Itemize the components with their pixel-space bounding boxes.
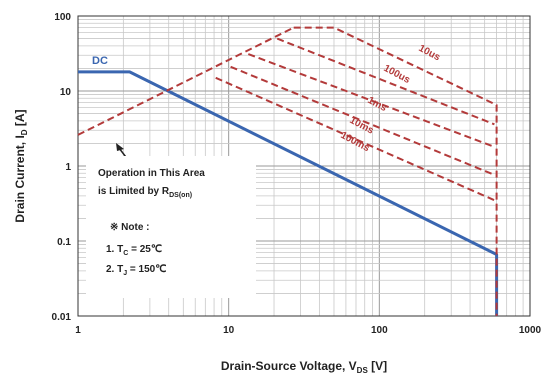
annotation-limit-line2-sub: DS(on) bbox=[169, 192, 192, 199]
x-axis-label-unit: [V] bbox=[368, 359, 387, 373]
y-axis-label-sub: D bbox=[20, 129, 29, 135]
series-line-r-ds-on-limit bbox=[77, 26, 295, 136]
y-axis-label: Drain Current, ID [A] bbox=[13, 109, 29, 222]
annotation-limit-line2-text: is Limited by R bbox=[98, 186, 170, 197]
plot-frame bbox=[77, 15, 531, 317]
note-2-sub: J bbox=[123, 270, 127, 277]
x-axis-label: Drain-Source Voltage, VDS [V] bbox=[221, 359, 387, 375]
x-axis-label-sub: DS bbox=[357, 366, 369, 375]
x-tick-label: 100 bbox=[371, 325, 388, 336]
y-tick-label: 0.01 bbox=[52, 312, 72, 323]
y-axis-label-unit: [A] bbox=[13, 109, 27, 129]
note-1-suffix: = 25℃ bbox=[128, 244, 162, 255]
annotation-note-1: 1. TC = 25℃ bbox=[106, 244, 162, 257]
y-tick-label: 1 bbox=[65, 162, 71, 173]
annotation-limit-line2: is Limited by RDS(on) bbox=[98, 186, 192, 199]
series-line-10ms bbox=[230, 65, 495, 176]
annotation-limit-line1: Operation in This Area bbox=[98, 168, 205, 179]
series-label-dc: DC bbox=[92, 55, 108, 67]
series-line-100ms bbox=[215, 76, 495, 202]
annotation-box bbox=[86, 156, 256, 298]
series-line-100us bbox=[276, 37, 495, 126]
x-tick-label: 1000 bbox=[519, 325, 542, 336]
y-tick-label: 10 bbox=[60, 87, 72, 98]
note-2-suffix: = 150℃ bbox=[127, 264, 166, 275]
x-tick-label: 10 bbox=[223, 325, 235, 336]
annotation-arrowhead bbox=[116, 143, 124, 151]
x-tick-label: 1 bbox=[75, 325, 81, 336]
x-axis-label-text: Drain-Source Voltage, V bbox=[221, 359, 357, 373]
series bbox=[77, 26, 499, 316]
note-2-prefix: 2. T bbox=[106, 264, 123, 275]
y-tick-label: 100 bbox=[54, 12, 71, 23]
series-line-10us bbox=[293, 26, 498, 316]
y-tick-label: 0.1 bbox=[57, 237, 71, 248]
tick-labels: 1 10 100 1000 0.01 0.1 1 10 100 bbox=[52, 12, 542, 336]
note-1-prefix: 1. T bbox=[106, 244, 123, 255]
y-axis-label-text: Drain Current, I bbox=[13, 135, 27, 222]
annotation-note-2: 2. TJ = 150℃ bbox=[106, 264, 166, 277]
annotation-note-title: ※ Note : bbox=[110, 222, 150, 233]
note-1-sub: C bbox=[123, 250, 128, 257]
